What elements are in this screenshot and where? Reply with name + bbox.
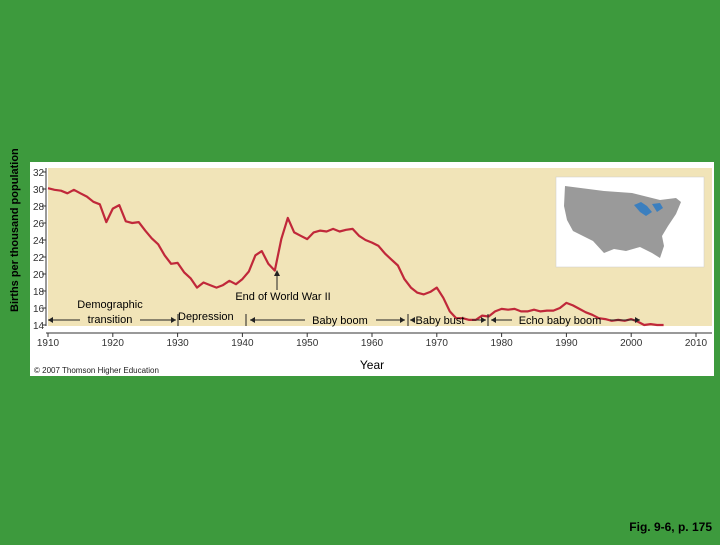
arrow-end-ww2-head <box>274 270 280 276</box>
annotation-baby-boom: Baby boom <box>312 315 368 327</box>
arrow-baby-bust-left-head <box>410 317 415 323</box>
y-tick-label: 24 <box>33 236 45 247</box>
arrow-baby-boom-left-head <box>250 317 255 323</box>
arrow-echo-right-head <box>635 317 640 323</box>
figure-caption: Fig. 9-6, p. 175 <box>629 520 712 534</box>
y-tick-label: 22 <box>33 253 45 264</box>
y-tick-label: 14 <box>33 321 45 332</box>
arrow-baby-boom-right-head <box>400 317 405 323</box>
x-tick-label: 1920 <box>102 338 125 349</box>
annotation-depression: Depression <box>178 311 234 323</box>
annotation-baby-bust: Baby bust <box>416 315 465 327</box>
credit-text: © 2007 Thomson Higher Education <box>34 366 159 375</box>
x-tick-label: 2010 <box>685 338 708 349</box>
birth-rate-line <box>47 187 664 327</box>
x-tick-label: 1950 <box>296 338 319 349</box>
annotation-echo-baby-boom: Echo baby boom <box>519 315 602 327</box>
y-tick-label: 20 <box>33 270 45 281</box>
x-tick-label: 1960 <box>361 338 384 349</box>
y-tick-label: 18 <box>33 287 45 298</box>
x-tick-label: 1990 <box>555 338 578 349</box>
us-map-icon <box>555 176 705 268</box>
annotation-end-ww2: End of World War II <box>235 291 330 303</box>
x-tick-label: 1910 <box>37 338 60 349</box>
x-tick-label: 1940 <box>231 338 254 349</box>
y-axis-label: Births per thousand population <box>9 148 21 312</box>
y-tick-label: 28 <box>33 202 45 213</box>
annotation-demographic-transition: transition <box>88 314 133 326</box>
arrow-demographic-right-head <box>171 317 176 323</box>
arrow-demographic-left-head <box>48 317 53 323</box>
x-tick-strip <box>30 330 714 350</box>
x-tick-label: 2000 <box>620 338 643 349</box>
x-tick-label: 1970 <box>426 338 449 349</box>
y-tick-label: 16 <box>33 304 45 315</box>
x-tick-label: 1980 <box>490 338 513 349</box>
y-tick-label: 32 <box>33 168 45 179</box>
arrow-baby-bust-right-head <box>481 317 486 323</box>
y-tick-label: 26 <box>33 219 45 230</box>
x-tick-label: 1930 <box>166 338 189 349</box>
annotation-demographic-transition: Demographic <box>77 299 143 311</box>
arrow-echo-left-head <box>491 317 496 323</box>
y-tick-label: 30 <box>33 185 45 196</box>
x-axis-label: Year <box>360 358 384 372</box>
